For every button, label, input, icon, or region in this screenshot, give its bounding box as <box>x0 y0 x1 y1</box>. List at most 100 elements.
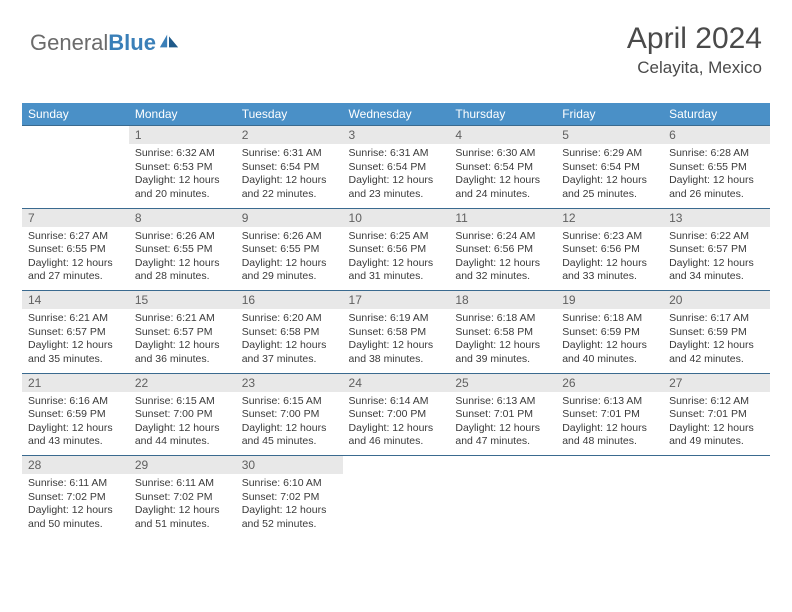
day-number-cell: 30 <box>236 456 343 475</box>
calendar-table: Sunday Monday Tuesday Wednesday Thursday… <box>22 103 770 538</box>
day-detail-row: Sunrise: 6:16 AMSunset: 6:59 PMDaylight:… <box>22 392 770 456</box>
weekday-header: Friday <box>556 103 663 126</box>
day-detail-cell: Sunrise: 6:10 AMSunset: 7:02 PMDaylight:… <box>236 474 343 538</box>
day-number-cell: 11 <box>449 208 556 227</box>
day1-text: Daylight: 12 hours <box>455 339 550 353</box>
day-detail-cell: Sunrise: 6:22 AMSunset: 6:57 PMDaylight:… <box>663 227 770 291</box>
day-detail-cell: Sunrise: 6:15 AMSunset: 7:00 PMDaylight:… <box>129 392 236 456</box>
day-number-cell <box>22 126 129 145</box>
day-detail-cell: Sunrise: 6:11 AMSunset: 7:02 PMDaylight:… <box>22 474 129 538</box>
day1-text: Daylight: 12 hours <box>562 339 657 353</box>
day-detail-cell: Sunrise: 6:21 AMSunset: 6:57 PMDaylight:… <box>129 309 236 373</box>
sunset-text: Sunset: 6:58 PM <box>349 326 444 340</box>
calendar-body: 123456Sunrise: 6:32 AMSunset: 6:53 PMDay… <box>22 126 770 539</box>
day2-text: and 49 minutes. <box>669 435 764 449</box>
sunrise-text: Sunrise: 6:11 AM <box>135 477 230 491</box>
sunrise-text: Sunrise: 6:14 AM <box>349 395 444 409</box>
weekday-header-row: Sunday Monday Tuesday Wednesday Thursday… <box>22 103 770 126</box>
day2-text: and 51 minutes. <box>135 518 230 532</box>
day1-text: Daylight: 12 hours <box>455 174 550 188</box>
day-number-cell: 5 <box>556 126 663 145</box>
day-detail-cell <box>343 474 450 538</box>
day-number-cell: 1 <box>129 126 236 145</box>
sunset-text: Sunset: 7:02 PM <box>28 491 123 505</box>
sunset-text: Sunset: 6:54 PM <box>455 161 550 175</box>
day1-text: Daylight: 12 hours <box>242 174 337 188</box>
sunrise-text: Sunrise: 6:24 AM <box>455 230 550 244</box>
day-number-cell: 2 <box>236 126 343 145</box>
sunrise-text: Sunrise: 6:17 AM <box>669 312 764 326</box>
sunrise-text: Sunrise: 6:18 AM <box>562 312 657 326</box>
day-number-cell: 7 <box>22 208 129 227</box>
sunset-text: Sunset: 6:54 PM <box>562 161 657 175</box>
day1-text: Daylight: 12 hours <box>135 257 230 271</box>
day-number-cell: 13 <box>663 208 770 227</box>
day2-text: and 37 minutes. <box>242 353 337 367</box>
day1-text: Daylight: 12 hours <box>28 257 123 271</box>
day-number-cell: 27 <box>663 373 770 392</box>
sunrise-text: Sunrise: 6:29 AM <box>562 147 657 161</box>
month-year-title: April 2024 <box>627 22 762 56</box>
day-detail-cell: Sunrise: 6:15 AMSunset: 7:00 PMDaylight:… <box>236 392 343 456</box>
day2-text: and 46 minutes. <box>349 435 444 449</box>
day1-text: Daylight: 12 hours <box>562 174 657 188</box>
day-number-cell: 14 <box>22 291 129 310</box>
sunrise-text: Sunrise: 6:32 AM <box>135 147 230 161</box>
day1-text: Daylight: 12 hours <box>28 422 123 436</box>
weekday-header: Wednesday <box>343 103 450 126</box>
brand-part2: Blue <box>108 30 156 56</box>
day1-text: Daylight: 12 hours <box>135 339 230 353</box>
day1-text: Daylight: 12 hours <box>669 422 764 436</box>
day-detail-row: Sunrise: 6:21 AMSunset: 6:57 PMDaylight:… <box>22 309 770 373</box>
day2-text: and 20 minutes. <box>135 188 230 202</box>
day2-text: and 26 minutes. <box>669 188 764 202</box>
day-detail-cell: Sunrise: 6:31 AMSunset: 6:54 PMDaylight:… <box>343 144 450 208</box>
weekday-header: Thursday <box>449 103 556 126</box>
sunset-text: Sunset: 6:59 PM <box>562 326 657 340</box>
day2-text: and 43 minutes. <box>28 435 123 449</box>
day-detail-cell <box>556 474 663 538</box>
sunrise-text: Sunrise: 6:23 AM <box>562 230 657 244</box>
day-number-cell: 3 <box>343 126 450 145</box>
sunset-text: Sunset: 7:01 PM <box>562 408 657 422</box>
sunrise-text: Sunrise: 6:31 AM <box>349 147 444 161</box>
day-detail-cell: Sunrise: 6:19 AMSunset: 6:58 PMDaylight:… <box>343 309 450 373</box>
day1-text: Daylight: 12 hours <box>135 504 230 518</box>
day1-text: Daylight: 12 hours <box>455 422 550 436</box>
sunrise-text: Sunrise: 6:13 AM <box>562 395 657 409</box>
sunset-text: Sunset: 6:55 PM <box>669 161 764 175</box>
day2-text: and 28 minutes. <box>135 270 230 284</box>
sunset-text: Sunset: 6:56 PM <box>562 243 657 257</box>
sunrise-text: Sunrise: 6:21 AM <box>135 312 230 326</box>
sunset-text: Sunset: 6:55 PM <box>242 243 337 257</box>
day2-text: and 34 minutes. <box>669 270 764 284</box>
day2-text: and 39 minutes. <box>455 353 550 367</box>
day-detail-cell: Sunrise: 6:32 AMSunset: 6:53 PMDaylight:… <box>129 144 236 208</box>
day-detail-cell: Sunrise: 6:13 AMSunset: 7:01 PMDaylight:… <box>449 392 556 456</box>
day-number-cell: 4 <box>449 126 556 145</box>
sunset-text: Sunset: 6:55 PM <box>135 243 230 257</box>
day1-text: Daylight: 12 hours <box>349 339 444 353</box>
day-detail-cell <box>449 474 556 538</box>
day2-text: and 40 minutes. <box>562 353 657 367</box>
day2-text: and 31 minutes. <box>349 270 444 284</box>
calendar-page: GeneralBlue April 2024 Celayita, Mexico … <box>0 0 792 612</box>
day-detail-cell: Sunrise: 6:31 AMSunset: 6:54 PMDaylight:… <box>236 144 343 208</box>
day-detail-cell: Sunrise: 6:20 AMSunset: 6:58 PMDaylight:… <box>236 309 343 373</box>
day-detail-cell: Sunrise: 6:14 AMSunset: 7:00 PMDaylight:… <box>343 392 450 456</box>
day-number-cell: 19 <box>556 291 663 310</box>
sunset-text: Sunset: 7:01 PM <box>669 408 764 422</box>
day-number-row: 14151617181920 <box>22 291 770 310</box>
day-number-row: 78910111213 <box>22 208 770 227</box>
day-number-cell: 17 <box>343 291 450 310</box>
sunrise-text: Sunrise: 6:19 AM <box>349 312 444 326</box>
day1-text: Daylight: 12 hours <box>28 504 123 518</box>
day-detail-cell: Sunrise: 6:16 AMSunset: 6:59 PMDaylight:… <box>22 392 129 456</box>
day1-text: Daylight: 12 hours <box>669 339 764 353</box>
brand-part1: General <box>30 30 108 56</box>
sunset-text: Sunset: 6:54 PM <box>242 161 337 175</box>
weekday-header: Saturday <box>663 103 770 126</box>
day-number-cell: 21 <box>22 373 129 392</box>
sunrise-text: Sunrise: 6:26 AM <box>242 230 337 244</box>
day-number-cell: 26 <box>556 373 663 392</box>
